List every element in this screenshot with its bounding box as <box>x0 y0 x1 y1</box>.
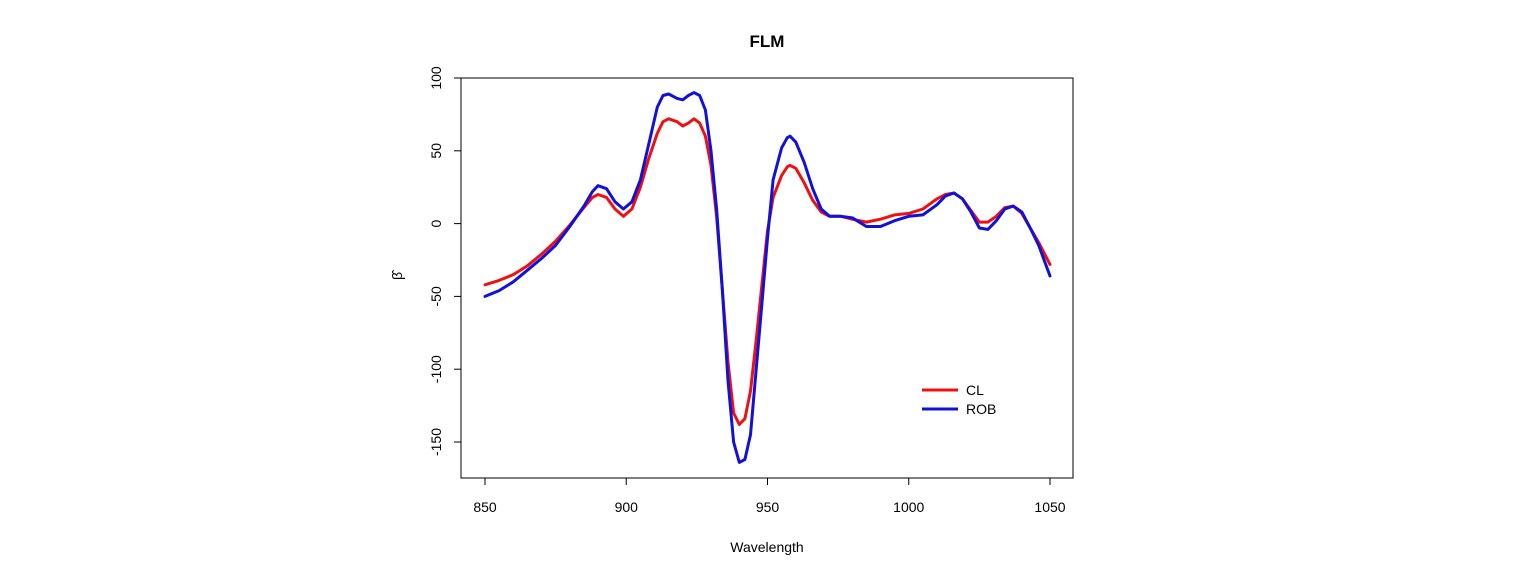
y-tick-label: -50 <box>428 286 444 306</box>
y-axis-label: β̂ <box>389 269 405 280</box>
y-tick-label: -100 <box>428 355 444 383</box>
plot-frame <box>460 77 1074 479</box>
legend: CL ROB <box>922 382 996 417</box>
x-tick-label: 900 <box>615 499 639 515</box>
y-tick-label: -150 <box>428 428 444 456</box>
series-layer <box>483 91 1052 464</box>
series-line-cl <box>483 117 1052 426</box>
series-line-rob <box>483 91 1052 464</box>
x-tick-label: 850 <box>473 499 497 515</box>
y-tick-label: 100 <box>428 66 444 90</box>
chart-title: FLM <box>750 32 785 51</box>
x-axis: 850 900 950 1000 1050 <box>473 477 1066 515</box>
y-tick-label: 50 <box>428 143 444 159</box>
x-tick-label: 1000 <box>893 499 924 515</box>
x-tick-label: 950 <box>756 499 780 515</box>
legend-label-rob: ROB <box>966 401 996 417</box>
y-tick-label: 0 <box>428 219 444 227</box>
x-axis-label: Wavelength <box>730 539 803 555</box>
x-tick-label: 1050 <box>1034 499 1065 515</box>
y-axis: -150 -100 -50 0 50 100 <box>428 66 462 456</box>
legend-label-cl: CL <box>966 382 984 398</box>
